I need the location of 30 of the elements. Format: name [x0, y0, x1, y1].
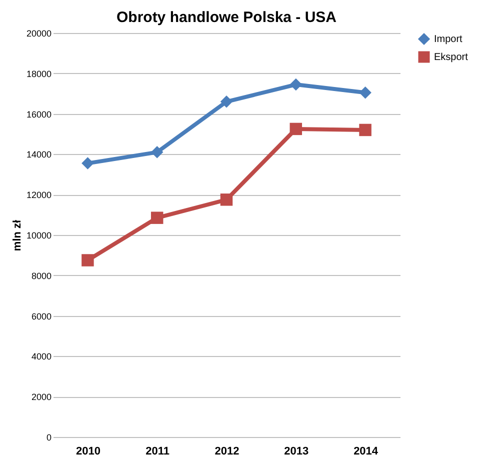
y-tick-label: 4000	[31, 352, 52, 362]
point	[359, 124, 372, 136]
x-tick-label: 2013	[284, 446, 309, 458]
point	[150, 146, 164, 158]
point	[220, 194, 233, 206]
legend-label: Import	[434, 34, 463, 45]
y-tick-label: 10000	[26, 230, 52, 240]
x-tick-label: 2012	[214, 446, 240, 458]
point	[82, 157, 94, 170]
y-tick-label: 18000	[26, 68, 52, 79]
y-tick-label: 6000	[31, 311, 52, 322]
y-tick-label: 20000	[26, 28, 52, 38]
point	[150, 212, 164, 224]
y-tick-label: 16000	[26, 109, 52, 120]
point	[82, 254, 94, 266]
y-tick-label: 12000	[26, 190, 52, 200]
y-axis-title: mln zł	[11, 220, 24, 252]
x-tick-label: 2011	[146, 446, 170, 458]
legend-label: Eksport	[434, 52, 468, 63]
point	[290, 122, 302, 136]
y-tick-label: 14000	[26, 150, 52, 160]
chart-title: Obroty handlowe Polska - USA	[116, 9, 337, 26]
point	[359, 86, 372, 99]
x-tick-label: 2014	[354, 446, 379, 458]
y-tick-label: 2000	[31, 392, 52, 402]
point	[290, 78, 302, 91]
y-tick-label: 0	[46, 432, 52, 442]
y-tick-label: 8000	[31, 270, 52, 281]
point	[220, 96, 233, 108]
x-tick-label: 2010	[76, 446, 100, 458]
